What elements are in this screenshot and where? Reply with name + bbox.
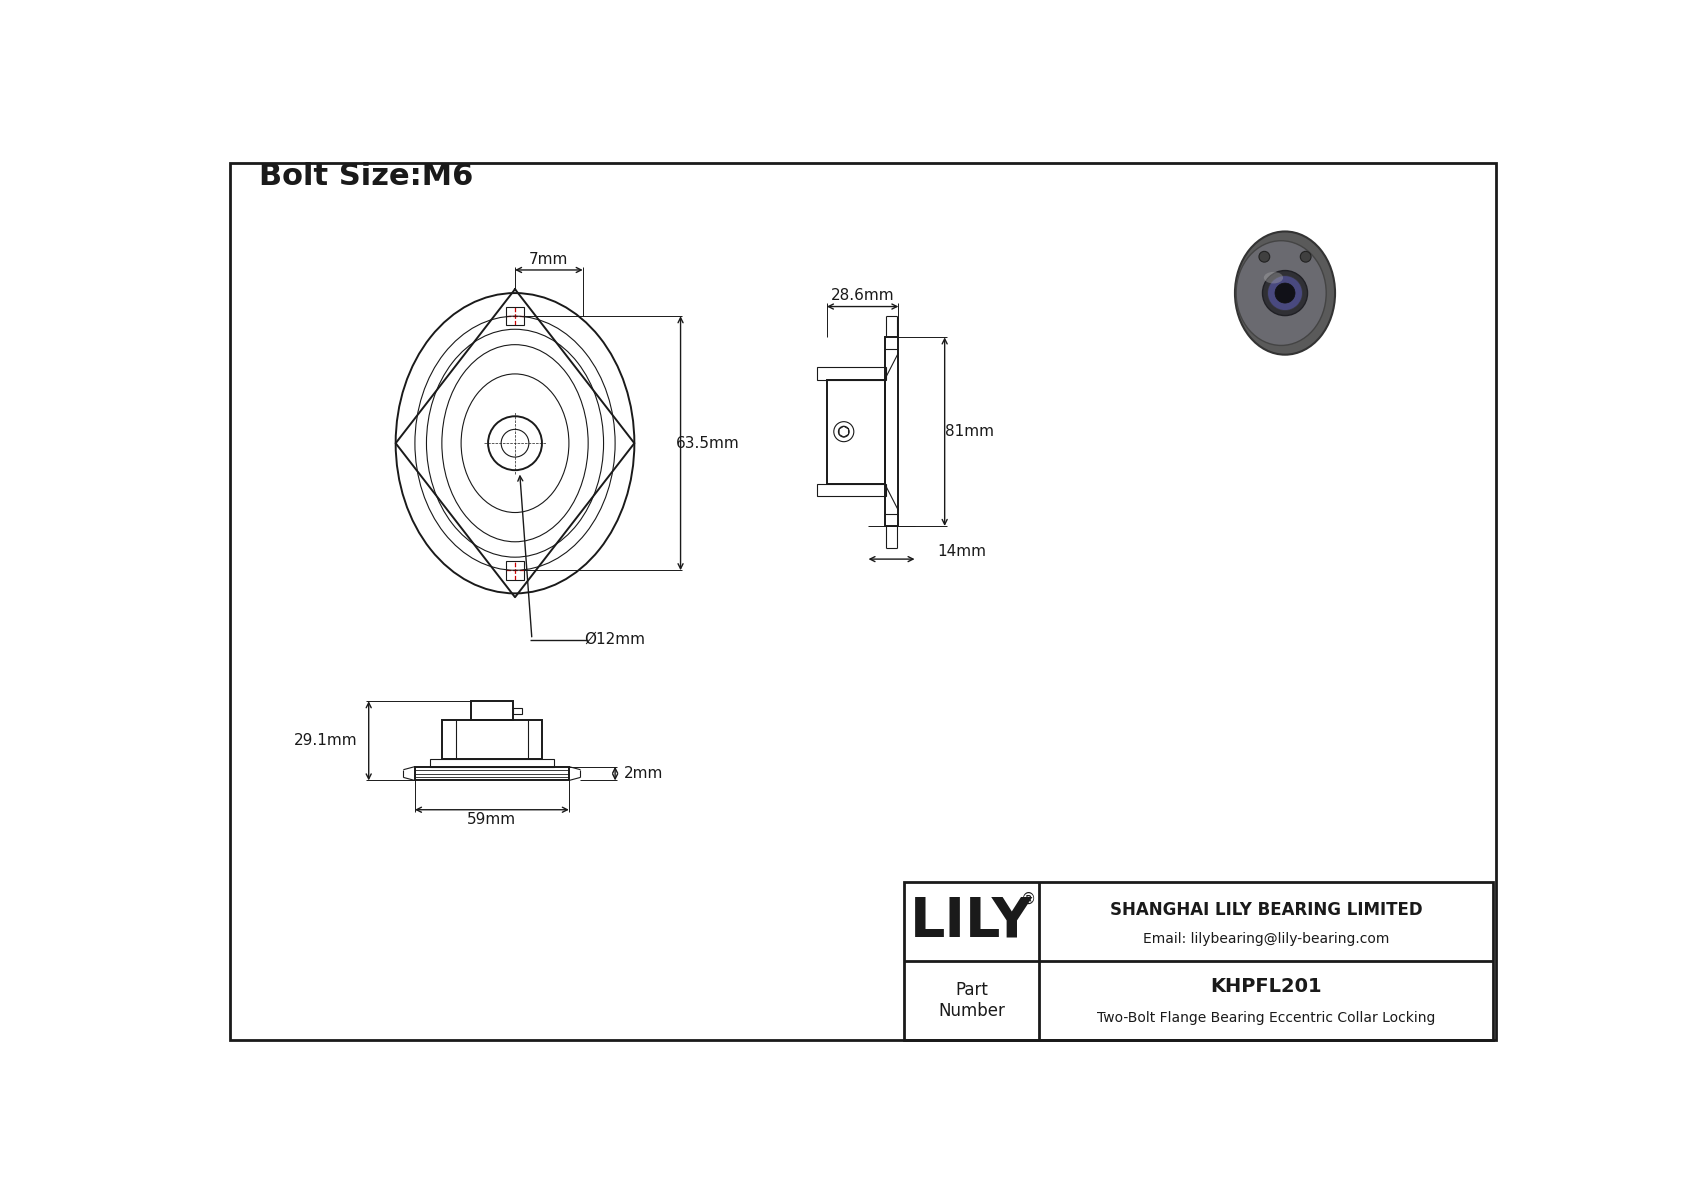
- Bar: [904, 883, 1494, 1040]
- Bar: [431, 759, 554, 767]
- Text: Two-Bolt Flange Bearing Eccentric Collar Locking: Two-Bolt Flange Bearing Eccentric Collar…: [1096, 1011, 1435, 1025]
- Text: 14mm: 14mm: [938, 544, 987, 559]
- Bar: [514, 707, 522, 713]
- Text: 59mm: 59mm: [468, 812, 517, 828]
- Text: SHANGHAI LILY BEARING LIMITED: SHANGHAI LILY BEARING LIMITED: [1110, 900, 1423, 918]
- Text: Bolt Size:M6: Bolt Size:M6: [259, 162, 473, 191]
- Ellipse shape: [1236, 241, 1327, 345]
- Bar: [472, 701, 514, 721]
- Text: LILY: LILY: [909, 894, 1032, 948]
- Ellipse shape: [1234, 231, 1335, 355]
- Bar: [441, 721, 542, 759]
- Ellipse shape: [1263, 272, 1283, 283]
- Bar: [884, 337, 899, 526]
- Bar: [827, 380, 884, 484]
- Bar: [414, 767, 569, 780]
- Text: Email: lilybearing@lily-bearing.com: Email: lilybearing@lily-bearing.com: [1143, 931, 1389, 946]
- Circle shape: [1260, 251, 1270, 262]
- Circle shape: [1263, 270, 1307, 316]
- Text: 28.6mm: 28.6mm: [830, 288, 894, 304]
- Text: 2mm: 2mm: [625, 766, 663, 781]
- Text: ®: ®: [1021, 892, 1036, 908]
- Text: 7mm: 7mm: [529, 251, 569, 267]
- Bar: [505, 307, 524, 325]
- Circle shape: [1268, 275, 1302, 311]
- Bar: [505, 561, 524, 580]
- Text: Part
Number: Part Number: [938, 981, 1005, 1019]
- Text: KHPFL201: KHPFL201: [1211, 977, 1322, 996]
- Circle shape: [1300, 251, 1312, 262]
- Bar: [817, 484, 886, 495]
- Text: 29.1mm: 29.1mm: [295, 734, 359, 748]
- Text: 63.5mm: 63.5mm: [675, 436, 739, 450]
- Text: 81mm: 81mm: [945, 424, 994, 439]
- Circle shape: [1275, 283, 1295, 303]
- Text: Ø12mm: Ø12mm: [584, 632, 645, 647]
- Bar: [817, 367, 886, 380]
